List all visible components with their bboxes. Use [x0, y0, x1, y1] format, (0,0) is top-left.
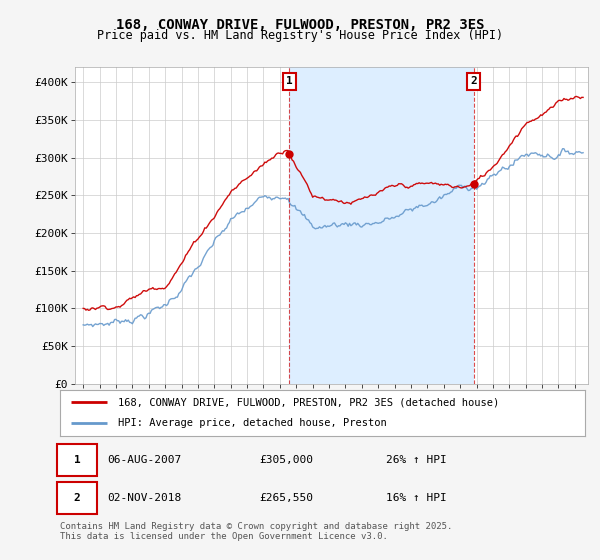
Text: 1: 1 — [286, 76, 293, 86]
Text: £265,550: £265,550 — [260, 493, 314, 503]
Text: HPI: Average price, detached house, Preston: HPI: Average price, detached house, Pres… — [118, 418, 386, 428]
Text: Contains HM Land Registry data © Crown copyright and database right 2025.
This d: Contains HM Land Registry data © Crown c… — [60, 522, 452, 542]
Text: 168, CONWAY DRIVE, FULWOOD, PRESTON, PR2 3ES: 168, CONWAY DRIVE, FULWOOD, PRESTON, PR2… — [116, 18, 484, 32]
Text: 1: 1 — [74, 455, 80, 465]
Text: 06-AUG-2007: 06-AUG-2007 — [107, 455, 182, 465]
Text: 16% ↑ HPI: 16% ↑ HPI — [386, 493, 446, 503]
Text: 02-NOV-2018: 02-NOV-2018 — [107, 493, 182, 503]
FancyBboxPatch shape — [58, 482, 97, 514]
FancyBboxPatch shape — [58, 444, 97, 476]
Bar — [289, 67, 474, 384]
Text: Price paid vs. HM Land Registry's House Price Index (HPI): Price paid vs. HM Land Registry's House … — [97, 29, 503, 42]
Text: 2: 2 — [470, 76, 477, 86]
Text: 2: 2 — [74, 493, 80, 503]
Text: £305,000: £305,000 — [260, 455, 314, 465]
Text: 168, CONWAY DRIVE, FULWOOD, PRESTON, PR2 3ES (detached house): 168, CONWAY DRIVE, FULWOOD, PRESTON, PR2… — [118, 397, 499, 407]
Text: 26% ↑ HPI: 26% ↑ HPI — [386, 455, 446, 465]
